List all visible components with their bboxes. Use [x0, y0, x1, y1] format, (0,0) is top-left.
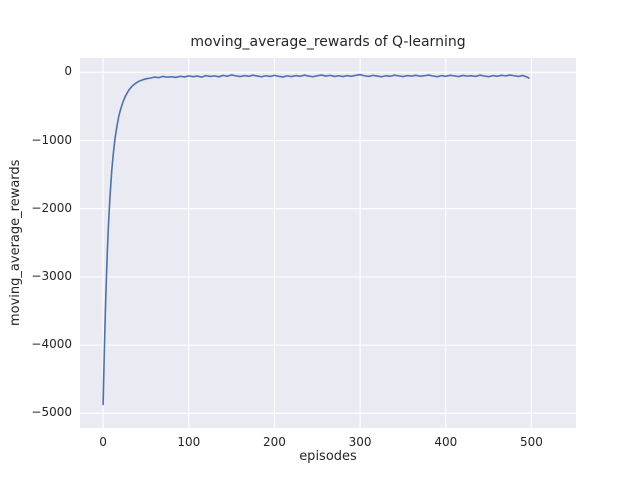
- data-line: [102, 73, 530, 406]
- chart-title: moving_average_rewards of Q-learning: [190, 34, 466, 50]
- x-tick-label: 300: [348, 435, 372, 449]
- y-tick-label: −1000: [31, 132, 72, 147]
- y-tick-label: −3000: [31, 268, 72, 283]
- x-tick-label: 100: [177, 435, 201, 449]
- y-axis-label: moving_average_rewards: [8, 159, 23, 327]
- x-tick-label: 500: [520, 435, 543, 449]
- x-tick-label: 200: [263, 435, 286, 449]
- x-tick-label: 400: [434, 435, 458, 449]
- y-tick-label: 0: [64, 64, 72, 79]
- y-tick-label: −4000: [31, 337, 72, 352]
- y-tick-label: −2000: [31, 200, 72, 215]
- plot-area: [80, 58, 576, 428]
- y-tick-label: −5000: [31, 405, 72, 420]
- x-tick-label: 0: [99, 435, 107, 449]
- x-axis-label: episodes: [299, 449, 357, 464]
- plot-canvas: [80, 58, 576, 428]
